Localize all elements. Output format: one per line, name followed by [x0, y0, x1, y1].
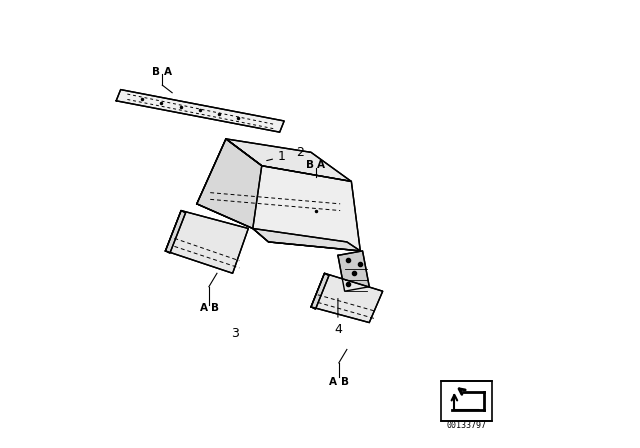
- Polygon shape: [197, 139, 262, 228]
- Polygon shape: [311, 273, 383, 323]
- Polygon shape: [116, 90, 284, 132]
- Text: A: A: [330, 377, 337, 387]
- Text: B: B: [152, 67, 161, 77]
- Polygon shape: [165, 211, 248, 273]
- Text: A: A: [164, 67, 172, 77]
- Text: B: B: [340, 377, 349, 387]
- Polygon shape: [338, 251, 369, 291]
- Text: 3: 3: [231, 327, 239, 340]
- Text: 00133797: 00133797: [447, 421, 487, 430]
- Text: 1: 1: [267, 150, 286, 164]
- Text: B: B: [306, 160, 314, 170]
- Polygon shape: [197, 139, 360, 251]
- Text: A: A: [200, 303, 207, 313]
- Polygon shape: [253, 228, 360, 251]
- Text: 4: 4: [334, 298, 342, 336]
- Text: B: B: [211, 303, 219, 313]
- Polygon shape: [311, 273, 329, 309]
- Text: A: A: [317, 160, 325, 170]
- FancyBboxPatch shape: [441, 381, 493, 421]
- Text: 2: 2: [296, 146, 311, 159]
- Polygon shape: [165, 211, 186, 253]
- Polygon shape: [226, 139, 351, 181]
